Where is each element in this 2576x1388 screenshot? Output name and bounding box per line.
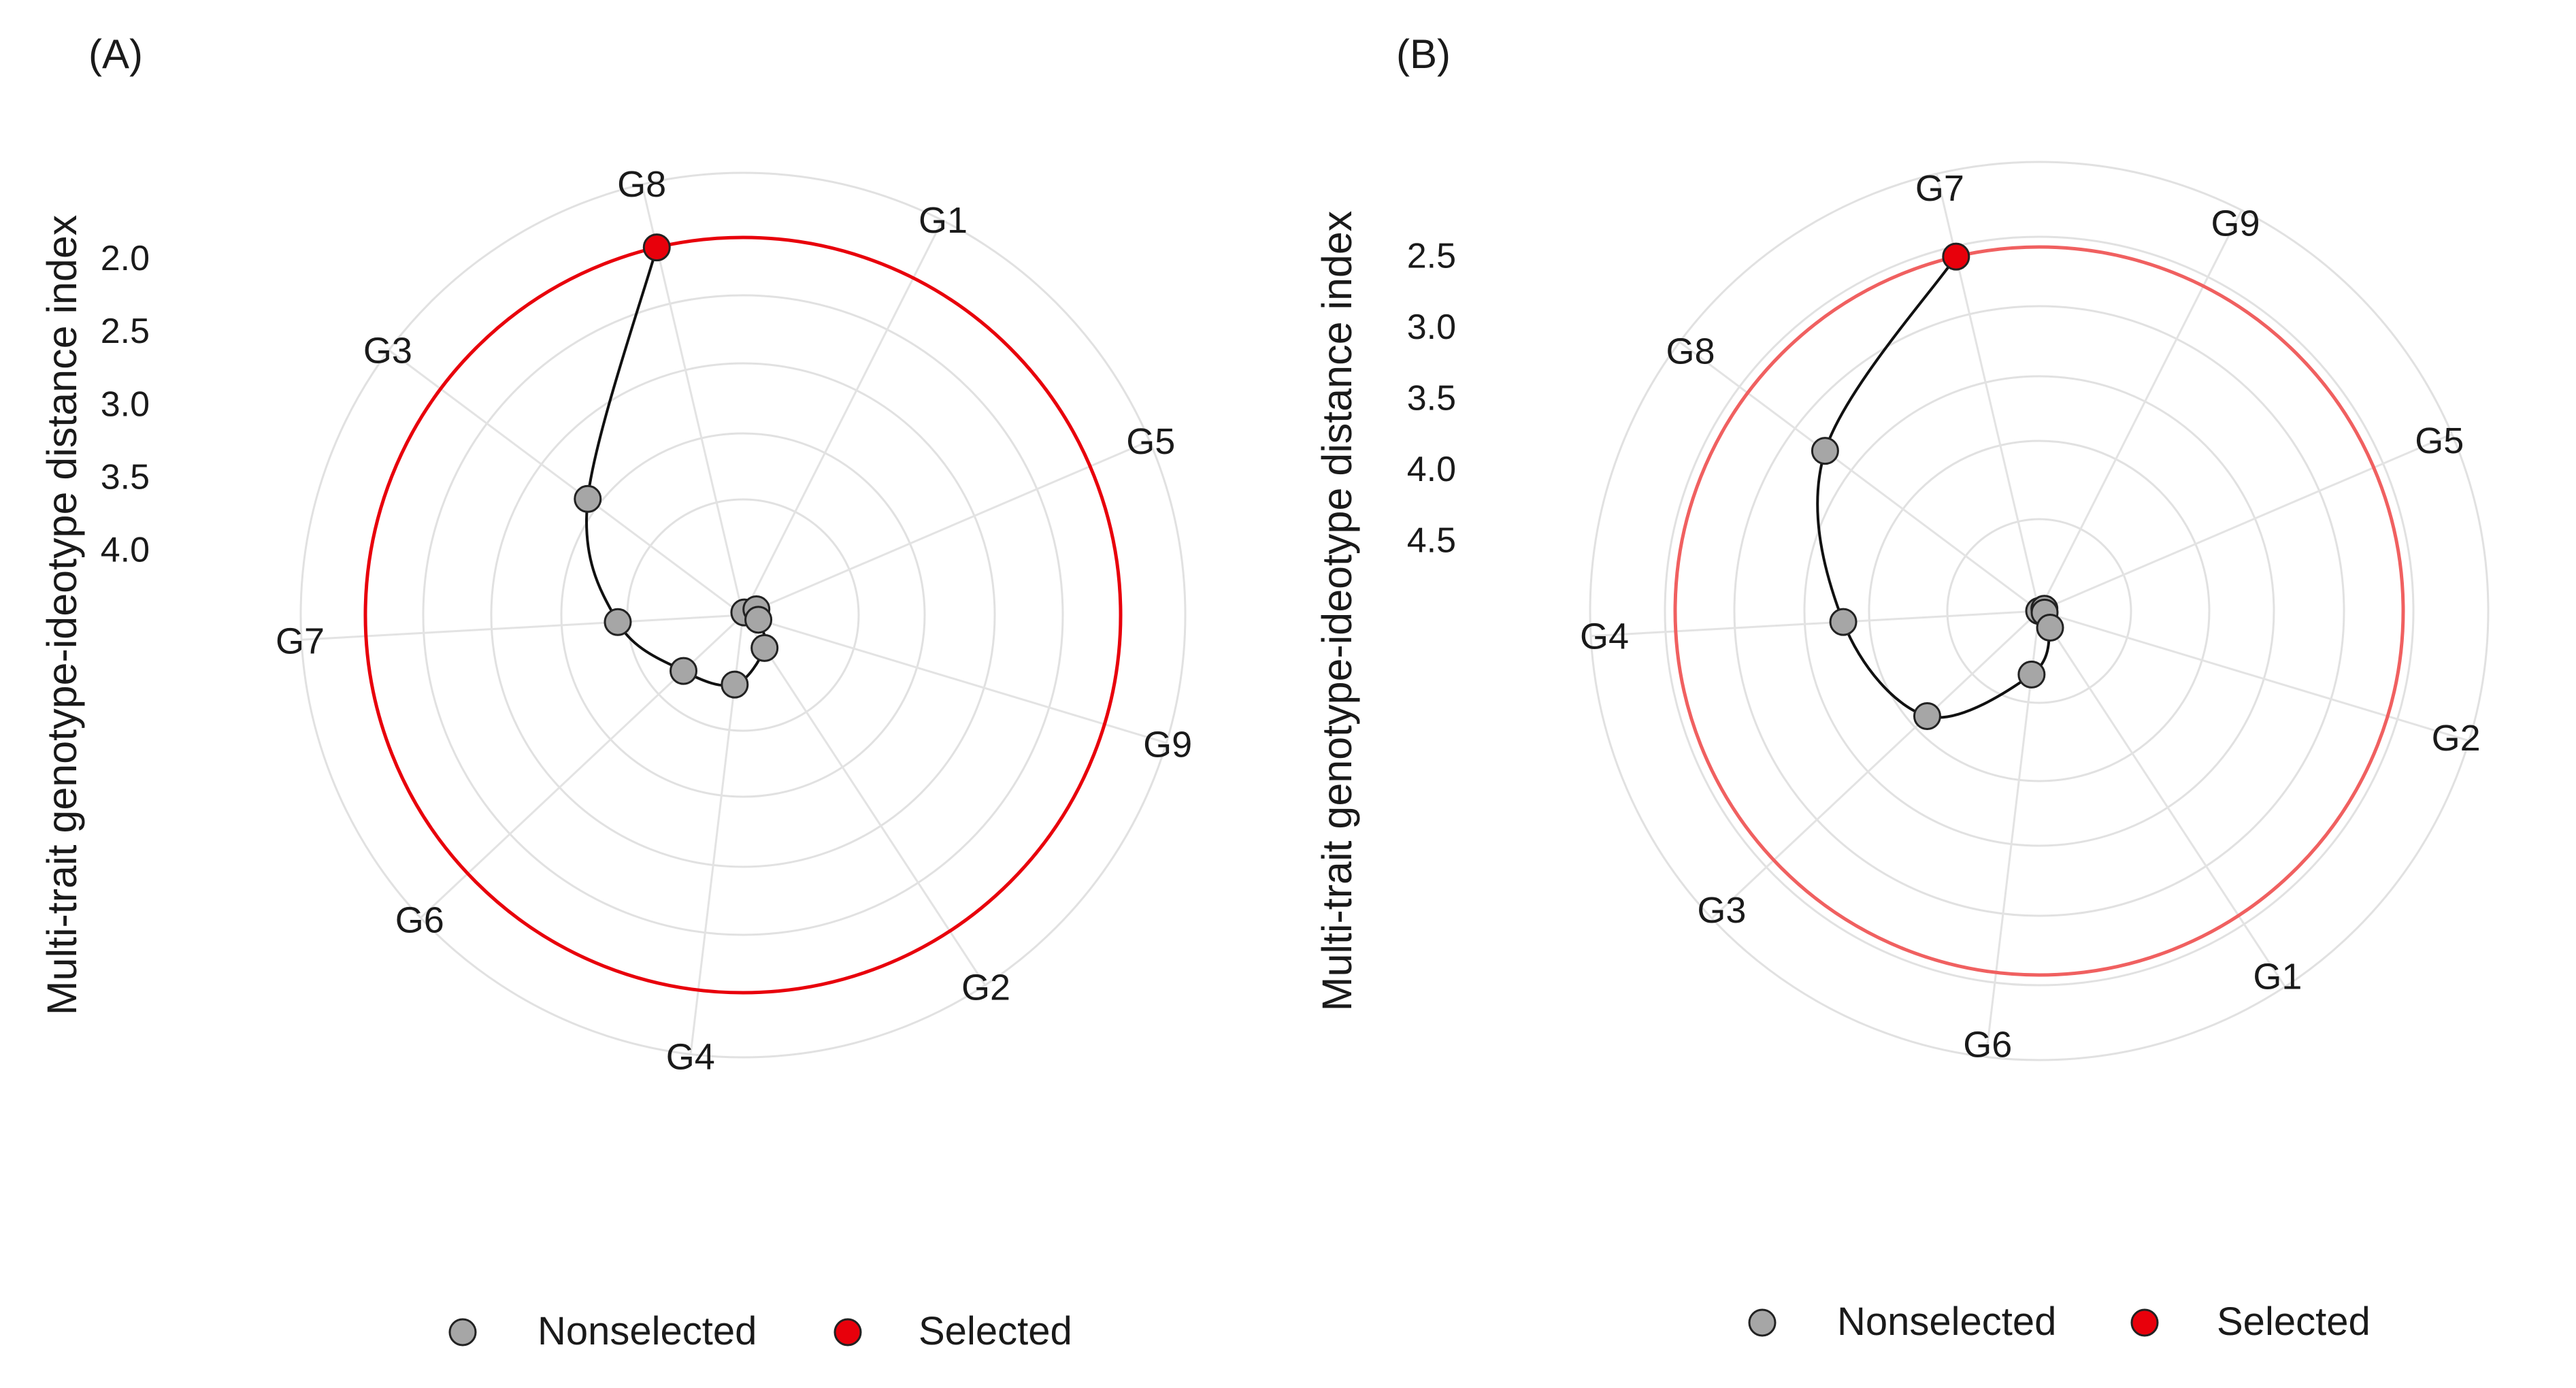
legend-selected-label: Selected (2217, 1300, 2371, 1344)
y-tick-label: 3.0 (1407, 308, 1456, 347)
grid-spoke (2038, 610, 2286, 988)
data-point-g6[interactable] (670, 657, 698, 685)
grid-ring (1803, 375, 2275, 847)
genotype-label: G5 (2415, 420, 2464, 461)
data-point-g7[interactable] (1942, 242, 1970, 271)
y-tick-label: 4.5 (1407, 521, 1456, 561)
grid-spoke (2038, 433, 2453, 612)
legend: Nonselected Selected (448, 1309, 1072, 1353)
legend-nonselected-marker (448, 1318, 477, 1346)
grid-spoke (1679, 341, 2040, 612)
data-point-g4[interactable] (721, 670, 749, 699)
data-point-g8[interactable] (642, 233, 671, 262)
legend-selected-label: Selected (919, 1309, 1072, 1353)
grid-spoke (301, 614, 744, 641)
grid-ring (1868, 440, 2211, 782)
genotype-label: G4 (1580, 616, 1629, 657)
grid-spoke (2038, 610, 2470, 742)
genotype-label: G6 (395, 899, 444, 940)
panel-label: (A) (88, 31, 143, 77)
genotype-label: G9 (1143, 724, 1192, 765)
grid-ring (299, 171, 1187, 1059)
genotype-label: G3 (363, 330, 412, 371)
genotype-label: G8 (1666, 331, 1715, 372)
selection-cutoff-ring (1673, 245, 2405, 977)
data-point-g7[interactable] (604, 608, 632, 636)
data-point-g8[interactable] (1811, 437, 1839, 465)
grid-spoke (742, 614, 1167, 744)
grid-ring (422, 294, 1064, 936)
radar-panel-b: G7 G9 G5 G2 G1 G6 G3 G4 G8 2.5 3.0 3.5 4.0 4.5 Multi-t… (1314, 31, 2490, 1344)
radar-panel-a: G8 G1 G5 G9 G2 G4 G6 G7 G3 2.0 2.5 3.0 3.5 4.0 Multi-t… (39, 31, 1192, 1353)
y-tick-label: 2.5 (1407, 237, 1456, 276)
genotype-label: G2 (2432, 718, 2481, 759)
grid-ring (1664, 235, 2415, 987)
grid-spoke (1711, 610, 2041, 919)
panel-label: (B) (1396, 31, 1451, 77)
genotype-label: G2 (961, 968, 1010, 1008)
data-point-g3[interactable] (1913, 702, 1941, 731)
genotype-label: G7 (1915, 168, 1964, 209)
y-tick-label: 3.0 (101, 384, 150, 424)
grid-ring (490, 362, 996, 868)
grid-ring (1946, 518, 2132, 704)
genotype-label: G7 (276, 621, 325, 661)
y-axis-title: Multi-trait genotype-ideotype distance i… (39, 215, 85, 1016)
legend: Nonselected Selected (1748, 1300, 2371, 1344)
grid-ring (1733, 305, 2345, 917)
grid-ring (560, 432, 926, 798)
y-tick-label: 3.5 (101, 457, 150, 497)
data-point-g1[interactable] (2036, 613, 2064, 642)
grid-spoke (742, 220, 944, 616)
genotype-label: G5 (1126, 421, 1175, 462)
genotype-label: G4 (666, 1036, 715, 1077)
grid-spoke (2038, 210, 2243, 612)
y-tick-label: 4.0 (101, 531, 150, 570)
selection-cutoff-ring (363, 235, 1123, 995)
legend-nonselected-label: Nonselected (1837, 1300, 2056, 1344)
genotype-label: G3 (1697, 890, 1746, 931)
legend-selected-marker (2130, 1308, 2159, 1337)
data-point-g2[interactable] (750, 633, 779, 662)
genotype-label: G9 (2211, 203, 2260, 244)
grid-spoke (388, 349, 744, 616)
grid-ring (1589, 161, 2490, 1061)
legend-nonselected-marker (1748, 1308, 1777, 1337)
genotype-label: G8 (617, 164, 666, 205)
legend-selected-marker (833, 1318, 862, 1346)
data-point-g4[interactable] (1829, 608, 1857, 636)
data-point-g6[interactable] (2017, 660, 2046, 689)
y-tick-label: 2.0 (101, 239, 150, 278)
y-axis-title: Multi-trait genotype-ideotype distance i… (1314, 211, 1360, 1012)
data-point-g9[interactable] (744, 606, 773, 634)
data-point-g3[interactable] (574, 484, 602, 513)
grid-spoke (1590, 610, 2040, 638)
y-tick-label: 2.5 (101, 312, 150, 351)
y-tick-label: 3.5 (1407, 379, 1456, 418)
legend-nonselected-label: Nonselected (538, 1309, 757, 1353)
genotype-label: G6 (1963, 1024, 2012, 1065)
y-tick-label: 4.0 (1407, 450, 1456, 489)
grid-spoke (742, 440, 1151, 616)
genotype-label: G1 (2253, 957, 2302, 997)
genotype-label: G1 (919, 200, 968, 241)
grid-spoke (742, 614, 987, 986)
